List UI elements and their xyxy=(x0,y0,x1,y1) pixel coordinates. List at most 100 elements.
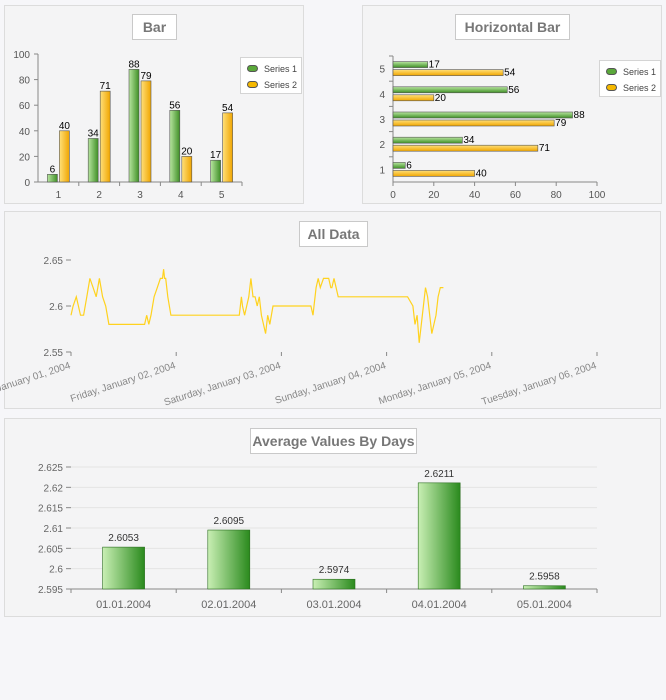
y-tick-label: 0 xyxy=(24,178,30,189)
data-label: 6 xyxy=(406,160,412,171)
legend-label: Series 1 xyxy=(264,64,298,74)
y-tick-label: 2.62 xyxy=(44,483,64,494)
bar xyxy=(392,94,435,102)
y-tick-label: 100 xyxy=(13,50,30,61)
legend-label: Series 2 xyxy=(623,83,657,93)
all-data-chart-title: All Data xyxy=(299,221,368,247)
y-tick-label: 2.605 xyxy=(38,544,63,555)
x-tick-label: Saturday, January 03, 2004 xyxy=(163,360,283,408)
average-values-chart-plot: 2.595 2.6 2.605 2.61 2.615 2.62 2.625 01.01.200… xyxy=(38,463,598,611)
bar xyxy=(312,578,356,590)
data-label: 88 xyxy=(128,59,140,70)
x-tick-label: 5 xyxy=(219,190,225,201)
data-label: 40 xyxy=(59,121,71,132)
bar xyxy=(392,86,508,94)
bar xyxy=(99,90,111,183)
data-label: 20 xyxy=(181,146,193,157)
data-label: 2.5958 xyxy=(529,572,560,583)
bar xyxy=(392,69,504,76)
bar xyxy=(140,80,152,183)
data-label: 79 xyxy=(140,71,152,82)
data-label: 2.6053 xyxy=(108,533,139,544)
data-label: 2.6095 xyxy=(214,516,245,527)
data-label: 56 xyxy=(508,85,520,96)
bar xyxy=(87,138,99,183)
horizontal-bar-chart-legend: Series 1 Series 2 xyxy=(599,60,661,97)
data-label: 34 xyxy=(463,135,475,146)
bar xyxy=(523,585,566,590)
x-tick-label: 04.01.2004 xyxy=(412,599,467,611)
horizontal-bar-chart-title: Horizontal Bar xyxy=(455,14,570,40)
legend-item-series-1: Series 1 xyxy=(606,66,656,78)
x-tick-label: 05.01.2004 xyxy=(517,599,572,611)
x-tick-label: 4 xyxy=(178,190,184,201)
y-tick-label: 2.6 xyxy=(49,302,63,313)
legend-item-series-2: Series 2 xyxy=(606,82,656,94)
bar-chart-title: Bar xyxy=(132,14,177,40)
average-values-chart-panel: Average Values By Days 2.595 2.6 2.605 2.61… xyxy=(4,418,661,617)
x-tick-label: 60 xyxy=(510,190,522,201)
data-label: 56 xyxy=(169,100,181,111)
bar xyxy=(47,174,58,183)
bar xyxy=(392,111,573,119)
legend-swatch-green xyxy=(606,68,617,76)
legend-item-series-2: Series 2 xyxy=(247,79,297,91)
y-tick-label: 2.615 xyxy=(38,504,63,515)
x-tick-label: Friday, January 02, 2004 xyxy=(69,360,177,405)
bar xyxy=(392,170,475,177)
bar-chart-legend: Series 1 Series 2 xyxy=(240,57,302,94)
x-tick-label: Sunday, January 04, 2004 xyxy=(274,360,388,406)
bar xyxy=(222,112,233,183)
x-tick-label: 03.01.2004 xyxy=(306,599,361,611)
x-tick-label: 100 xyxy=(589,190,606,201)
data-label: 34 xyxy=(88,128,100,139)
data-label: 54 xyxy=(504,68,516,79)
bar xyxy=(181,156,193,183)
x-tick-label: 0 xyxy=(390,190,396,201)
bar xyxy=(210,159,221,183)
bar xyxy=(128,69,140,183)
horizontal-bar-chart-plot: 0 20 40 60 80 100 1 6 40 2 34 71 3 88 79 4 56 20 5 17 54 xyxy=(379,55,606,201)
legend-swatch-orange xyxy=(606,84,617,92)
y-tick-label: 80 xyxy=(19,76,31,87)
x-tick-label: 1 xyxy=(56,190,62,201)
bar xyxy=(169,110,181,183)
x-tick-label: 02.01.2004 xyxy=(201,599,256,611)
data-label: 54 xyxy=(222,103,234,114)
x-tick-label: 80 xyxy=(551,190,563,201)
data-label: 71 xyxy=(539,143,551,154)
data-label: 40 xyxy=(476,168,488,179)
bar-chart-panel: Bar 0 20 40 60 80 100 1 6 40 2 34 71 3 88 79 4 56 20 5 17 54… xyxy=(4,5,304,204)
bar xyxy=(207,529,251,590)
x-tick-label: 40 xyxy=(469,190,481,201)
bar xyxy=(59,130,70,183)
data-label: 2.6211 xyxy=(424,469,454,480)
bar xyxy=(392,162,406,169)
data-label: 17 xyxy=(210,150,222,161)
y-tick-label: 3 xyxy=(379,115,385,126)
legend-label: Series 2 xyxy=(264,80,298,90)
y-tick-label: 5 xyxy=(379,65,385,76)
data-label: 71 xyxy=(100,81,112,92)
legend-label: Series 1 xyxy=(623,67,657,77)
horizontal-bar-chart-panel: Horizontal Bar 0 20 40 60 80 100 1 6 40 2 34 71 3 88 7… xyxy=(362,5,662,204)
all-data-chart-plot: 2.55 2.6 2.65 Thursday, January 01, 2004Fri… xyxy=(0,256,598,409)
x-tick-label: 20 xyxy=(428,190,440,201)
y-tick-label: 4 xyxy=(379,90,385,101)
data-label: 88 xyxy=(574,110,586,121)
y-tick-label: 2.625 xyxy=(38,463,63,474)
x-tick-label: 3 xyxy=(137,190,143,201)
y-tick-label: 20 xyxy=(19,152,31,163)
average-values-chart-title: Average Values By Days xyxy=(250,428,417,454)
x-tick-label: Monday, January 05, 2004 xyxy=(377,360,493,407)
data-label: 17 xyxy=(429,60,441,71)
y-tick-label: 2 xyxy=(379,140,385,151)
bar xyxy=(392,136,463,144)
bar xyxy=(102,546,145,590)
y-tick-label: 2.6 xyxy=(49,565,63,576)
data-label: 6 xyxy=(50,164,56,175)
x-tick-label: 01.01.2004 xyxy=(96,599,151,611)
y-tick-label: 2.65 xyxy=(44,256,64,267)
x-tick-label: Thursday, January 01, 2004 xyxy=(0,360,72,409)
